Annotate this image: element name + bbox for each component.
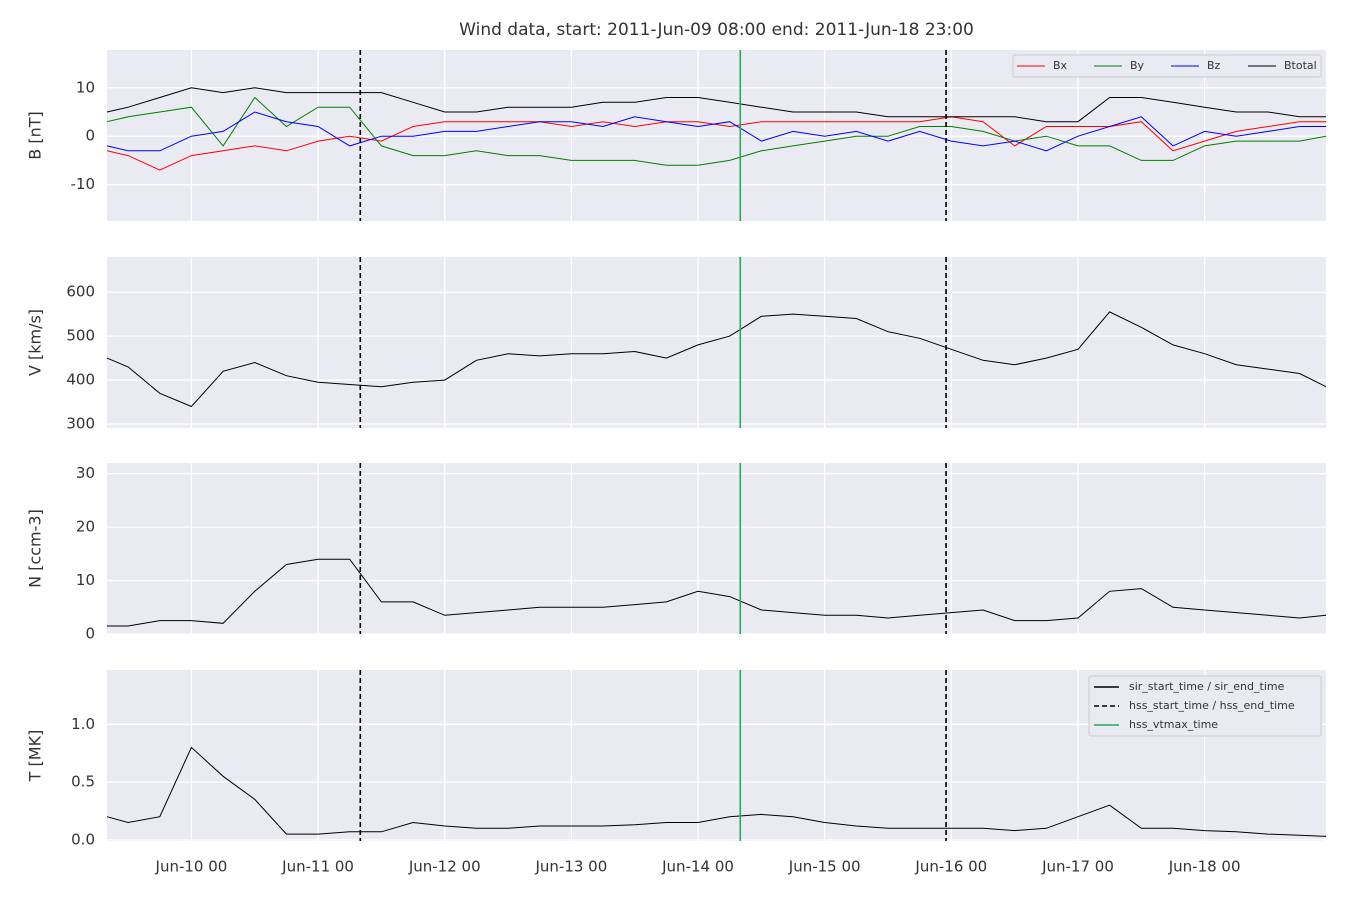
y-tick-label: -10 (71, 175, 96, 193)
legend-box (1012, 54, 1322, 78)
y-tick-label: 30 (76, 464, 95, 482)
legend-label: Bz (1207, 59, 1221, 72)
x-tick-label: Jun-10 00 (155, 858, 228, 876)
y-tick-label: 400 (66, 371, 95, 389)
legend-box (1088, 675, 1322, 737)
y-axis-label: T [MK] (26, 730, 45, 783)
series-line (106, 311, 1327, 408)
legend-label: hss_vtmax_time (1129, 718, 1218, 731)
x-tick-label: Jun-17 00 (1041, 858, 1114, 876)
legend-label: sir_start_time / sir_end_time (1129, 680, 1285, 693)
y-tick-label: 0 (85, 127, 95, 145)
x-tick-label: Jun-16 00 (914, 858, 987, 876)
legend-label: By (1130, 59, 1145, 72)
y-tick-label: 0 (85, 625, 95, 643)
y-axis-label: N [ccm-3] (26, 509, 45, 588)
x-tick-label: Jun-15 00 (788, 858, 861, 876)
series-line (106, 111, 1326, 152)
y-tick-label: 0.5 (71, 773, 95, 791)
x-tick-label: Jun-18 00 (1168, 858, 1241, 876)
y-tick-label: 10 (76, 78, 95, 96)
x-tick-label: Jun-11 00 (281, 858, 354, 876)
plot-area (107, 463, 1326, 634)
y-tick-label: 20 (76, 518, 95, 536)
y-tick-label: 1.0 (71, 715, 95, 733)
y-tick-label: 300 (66, 415, 95, 433)
plot-area (107, 257, 1326, 428)
plot-area (107, 50, 1326, 221)
x-tick-label: Jun-12 00 (408, 858, 481, 876)
y-tick-label: 600 (66, 283, 95, 301)
y-axis-label: B [nT] (26, 111, 45, 159)
y-tick-label: 0.0 (71, 830, 95, 848)
x-tick-label: Jun-14 00 (661, 858, 734, 876)
series-line (106, 96, 1327, 166)
series-line (106, 87, 1326, 123)
x-tick-label: Jun-13 00 (534, 858, 607, 876)
legend-label: Bx (1053, 59, 1068, 72)
legend-label: Btotal (1284, 59, 1317, 72)
series-line (107, 558, 1327, 627)
y-tick-label: 10 (76, 571, 95, 589)
y-axis-label: V [km/s] (26, 309, 45, 376)
legend-label: hss_start_time / hss_end_time (1129, 699, 1295, 712)
series-line (106, 746, 1327, 837)
y-tick-label: 500 (66, 327, 95, 345)
chart-title: Wind data, start: 2011-Jun-09 08:00 end:… (459, 20, 974, 40)
